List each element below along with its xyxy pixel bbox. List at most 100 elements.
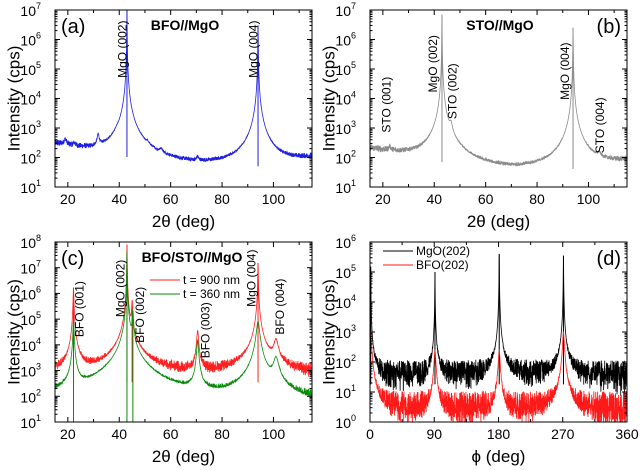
- chart-panel-c: 20 40 60 80 100 101 102 103 104 105 106 107 108 2θ (d…: [4, 233, 313, 466]
- y-tick-label: 107: [20, 1, 41, 19]
- y-tick-label: 101: [335, 383, 356, 401]
- peak-annotation: STO (004): [593, 97, 607, 153]
- y-tick-exponent: 6: [351, 233, 356, 243]
- y-tick-label: 104: [20, 90, 41, 108]
- chart-panel-a: 20 40 60 80 100 101 102 103 104 105 106 107 2θ (deg)…: [4, 1, 313, 231]
- y-tick-label: 103: [335, 323, 356, 341]
- y-tick-label: 105: [20, 310, 41, 328]
- series-line-0: [370, 14, 627, 168]
- y-tick-label: 100: [335, 413, 356, 431]
- series-line-1: [55, 252, 312, 398]
- y-tick-exponent: 4: [351, 90, 356, 100]
- x-tick-label: 100: [262, 191, 286, 207]
- y-tick-exponent: 3: [351, 323, 356, 333]
- x-tick-label: 80: [214, 191, 230, 207]
- x-tick-label: 100: [577, 191, 601, 207]
- legend-label: BFO(202): [416, 258, 469, 272]
- x-tick-label: 100: [262, 426, 286, 442]
- legend-label: MgO(202): [416, 244, 470, 258]
- y-tick-exponent: 4: [36, 336, 41, 346]
- y-tick-exponent: 5: [351, 60, 356, 70]
- y-tick-exponent: 3: [351, 119, 356, 129]
- y-tick-exponent: 6: [351, 31, 356, 41]
- y-tick-label: 101: [20, 178, 41, 196]
- series-line-1: [370, 330, 627, 422]
- y-tick-label: 103: [20, 119, 41, 137]
- chart-panel-d: 0 90 180 270 360 100 101 102 103 104 105 1 0 6 ϕ (deg)…: [319, 233, 638, 466]
- plot-frame: [54, 9, 313, 188]
- x-tick-label: 270: [551, 426, 575, 442]
- peak-annotation: MgO (002): [114, 260, 128, 317]
- series-line-0: [55, 244, 312, 377]
- panel-label: (b): [597, 16, 621, 38]
- legend-label: t = 360 nm: [183, 287, 240, 301]
- peak-annotation: MgO (004): [247, 21, 261, 78]
- plot-frame: [369, 9, 628, 188]
- y-tick-label: 104: [335, 293, 356, 311]
- y-tick-label: 104: [20, 336, 41, 354]
- y-tick-label: 107: [335, 1, 356, 19]
- y-tick-exponent: 5: [36, 310, 41, 320]
- y-tick-exponent: 0: [351, 413, 356, 423]
- y-tick-label: 105: [20, 60, 41, 78]
- y-tick-label: 105: [335, 60, 356, 78]
- peak-annotation: MgO (004): [245, 250, 259, 307]
- x-tick-label: 40: [111, 191, 127, 207]
- y-tick-exponent: 3: [36, 362, 41, 372]
- y-tick-label: 102: [20, 387, 41, 405]
- panel-label: (c): [61, 248, 84, 270]
- y-tick-label: 101: [20, 413, 41, 431]
- y-tick-label: 105: [335, 263, 356, 281]
- x-tick-label: 20: [60, 426, 76, 442]
- y-tick-label: 102: [335, 353, 356, 371]
- peak-annotation: STO (001): [380, 77, 394, 133]
- y-tick-exponent: 4: [36, 90, 41, 100]
- peak-annotation: STO (002): [446, 63, 460, 119]
- peak-annotation: BFO (002): [133, 287, 147, 343]
- y-tick-exponent: 3: [36, 119, 41, 129]
- y-tick-exponent: 6: [36, 284, 41, 294]
- plot-frame: [54, 241, 313, 423]
- x-axis-label: 2θ (deg): [152, 447, 215, 466]
- y-tick-exponent: 2: [351, 353, 356, 363]
- peak-annotation: BFO (003): [198, 302, 212, 358]
- x-tick-label: 60: [163, 426, 179, 442]
- y-tick-exponent: 2: [36, 149, 41, 159]
- y-tick-exponent: 4: [351, 293, 356, 303]
- panel-label: (a): [61, 16, 85, 38]
- y-tick-exponent: 6: [36, 31, 41, 41]
- x-tick-label: 20: [60, 191, 76, 207]
- y-tick-exponent: 1: [351, 383, 356, 393]
- y-tick-label: 106: [20, 31, 41, 49]
- y-tick-label: 103: [335, 119, 356, 137]
- chart-panel-b: 20 40 60 80 100 101 102 103 104 105 106 107 2θ (deg)…: [319, 1, 628, 231]
- peak-annotation: MgO (002): [426, 35, 440, 92]
- y-tick-label: 104: [335, 90, 356, 108]
- y-tick-exponent: 1: [351, 178, 356, 188]
- y-tick-exponent: 8: [36, 233, 41, 243]
- x-tick-label: 90: [426, 426, 442, 442]
- x-tick-label: 180: [487, 426, 511, 442]
- y-axis-label: Intensity (cps): [4, 46, 23, 152]
- peak-annotation: BFO (004): [273, 279, 287, 335]
- y-tick-exponent: 2: [36, 387, 41, 397]
- y-tick-exponent: 5: [36, 60, 41, 70]
- panel-title: BFO//MgO: [151, 17, 220, 33]
- y-tick-exponent: 7: [36, 259, 41, 269]
- peak-annotation: BFO (001): [72, 281, 86, 337]
- y-tick-label: 107: [20, 259, 41, 277]
- x-tick-label: 0: [366, 426, 374, 442]
- y-tick-exponent: 7: [351, 1, 356, 11]
- series-line-0: [370, 253, 627, 396]
- y-tick-exponent: 1: [36, 178, 41, 188]
- x-axis-label: 2θ (deg): [152, 212, 215, 231]
- y-tick-label: 102: [20, 149, 41, 167]
- series-line-0: [55, 10, 312, 163]
- y-tick-exponent: 2: [351, 149, 356, 159]
- x-axis-label: ϕ (deg): [472, 447, 526, 466]
- y-tick-label: 108: [20, 233, 41, 251]
- y-tick-label: 106: [335, 31, 356, 49]
- x-tick-label: 360: [615, 426, 639, 442]
- y-axis-label: Intensity (cps): [319, 279, 338, 385]
